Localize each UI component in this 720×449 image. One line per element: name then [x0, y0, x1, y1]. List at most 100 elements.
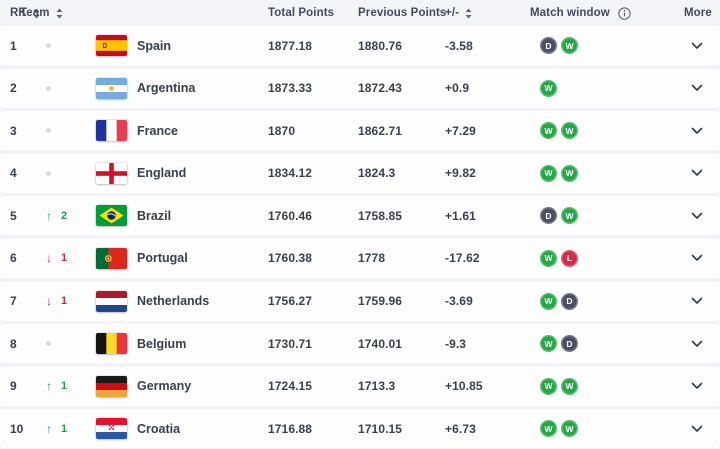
chevron-down-icon[interactable]	[689, 82, 705, 94]
team-name: Germany	[137, 379, 192, 394]
rank-cell: 3	[10, 122, 40, 140]
rank-cell: 4	[10, 164, 40, 182]
rank-movement	[40, 43, 96, 48]
rank-number: 9	[10, 379, 17, 394]
rank-movement: ↑ 1	[40, 423, 96, 435]
total-points: 1877.18	[268, 38, 313, 53]
column-header-match-window-label: Match window	[530, 7, 610, 19]
rank-cell: 9	[10, 377, 40, 395]
rank-cell: 8	[10, 335, 40, 353]
previous-points: 1758.85	[358, 208, 403, 223]
match-result-badge-w: W	[540, 122, 557, 140]
team-flag-icon	[96, 375, 127, 397]
match-result-badge-w: W	[540, 335, 557, 353]
match-result-badge-w: W	[540, 79, 557, 97]
table-header: RK Team Total Points Previous Points +/-…	[0, 0, 720, 26]
column-header-total-points-label: Total Points	[268, 7, 335, 19]
match-result-badge-w: W	[540, 377, 557, 395]
no-change-dot	[46, 341, 51, 347]
column-header-plus-minus[interactable]: +/-	[445, 7, 530, 19]
column-header-previous-points: Previous Points	[358, 7, 447, 19]
rank-cell: 7	[10, 292, 40, 310]
team-cell: Germany	[96, 375, 268, 397]
rank-cell: 6	[10, 249, 40, 267]
sort-arrows-icon[interactable]	[465, 8, 472, 19]
no-change-dot	[46, 128, 51, 134]
match-result-badge-w: W	[540, 164, 557, 182]
column-header-rk[interactable]: RK	[10, 7, 40, 19]
points-change: +0.9	[445, 81, 470, 96]
chevron-down-icon[interactable]	[689, 40, 705, 52]
more-cell	[684, 82, 710, 94]
chevron-down-icon[interactable]	[689, 380, 705, 392]
column-header-team-label: Team	[20, 7, 50, 19]
match-result-badge-d: D	[561, 335, 578, 353]
team-cell: Spain	[96, 35, 268, 56]
info-circle-icon[interactable]	[618, 6, 631, 20]
rank-number: 2	[10, 81, 17, 96]
match-result-badge-d: D	[561, 292, 578, 310]
no-change-dot	[46, 170, 51, 176]
team-flag-icon	[96, 205, 127, 227]
previous-points: 1713.3	[358, 379, 396, 394]
match-window-results: W	[530, 79, 684, 97]
match-result-badge-l: L	[561, 249, 578, 267]
team-flag-icon	[96, 290, 127, 312]
chevron-down-icon[interactable]	[689, 252, 705, 264]
table-row[interactable]: 2 Argentina 1873.33 1872.43 +0.9 W	[0, 68, 720, 108]
team-cell: Argentina	[96, 77, 268, 99]
more-cell	[684, 295, 710, 307]
chevron-down-icon[interactable]	[689, 125, 705, 137]
movement-amount: 1	[61, 380, 68, 393]
match-result-badge-w: W	[540, 249, 557, 267]
points-change: +1.61	[445, 208, 476, 223]
no-change-dot	[46, 85, 51, 91]
team-cell: Belgium	[96, 333, 268, 355]
rank-number: 6	[10, 251, 17, 266]
chevron-down-icon[interactable]	[689, 167, 705, 179]
column-header-more-label: More	[684, 7, 712, 19]
down-arrow-icon: ↓	[46, 294, 52, 309]
previous-points: 1759.96	[358, 294, 403, 309]
more-cell	[684, 167, 710, 179]
table-row[interactable]: 7 ↓ 1 Netherlands 1756.27 1759.96 -3.69 W…	[0, 281, 720, 321]
team-flag-icon	[96, 120, 127, 142]
total-points: 1724.15	[268, 379, 313, 394]
column-header-total-points: Total Points	[268, 7, 358, 19]
more-cell	[684, 125, 710, 137]
team-name: England	[137, 166, 187, 181]
rank-number: 4	[10, 166, 17, 181]
sort-arrows-icon[interactable]	[56, 8, 63, 19]
column-header-previous-points-label: Previous Points	[358, 7, 447, 19]
chevron-down-icon[interactable]	[689, 423, 705, 435]
sort-arrows-icon[interactable]	[33, 8, 40, 19]
team-cell: France	[96, 120, 268, 142]
chevron-down-icon[interactable]	[689, 338, 705, 350]
column-header-team[interactable]: Team	[20, 7, 268, 19]
team-name: Croatia	[137, 421, 181, 436]
previous-points: 1740.01	[358, 336, 403, 351]
total-points: 1760.46	[268, 208, 313, 223]
team-cell: Brazil	[96, 205, 268, 227]
rank-number: 8	[10, 336, 17, 351]
points-change: +10.85	[445, 379, 483, 394]
total-points: 1873.33	[268, 81, 313, 96]
previous-points: 1880.76	[358, 38, 403, 53]
chevron-down-icon[interactable]	[689, 210, 705, 222]
movement-amount: 2	[61, 209, 68, 222]
chevron-down-icon[interactable]	[689, 295, 705, 307]
match-result-badge-w: W	[561, 164, 578, 182]
